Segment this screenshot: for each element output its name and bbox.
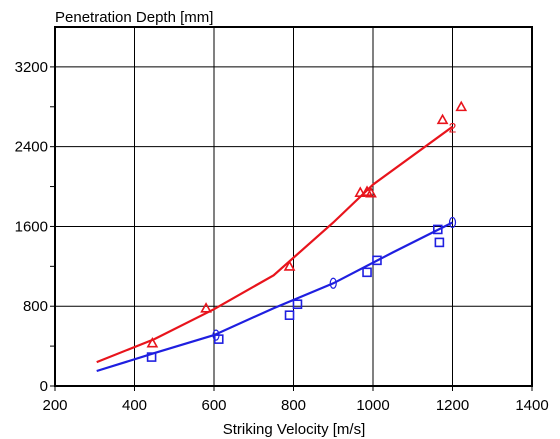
fit-line xyxy=(96,125,454,364)
x-axis-label: Striking Velocity [m/s] xyxy=(223,421,366,438)
fit-line xyxy=(96,221,453,373)
curve-marker xyxy=(448,216,457,229)
grid xyxy=(55,27,532,386)
data-point-square xyxy=(432,224,443,235)
data-point-triangle xyxy=(146,336,159,348)
data-point-triangle xyxy=(354,186,367,197)
x-tick-label: 200 xyxy=(42,397,67,414)
chart-title: Penetration Depth [mm] xyxy=(55,9,213,26)
series-1 xyxy=(96,216,457,373)
y-tick-label: 1600 xyxy=(15,218,48,235)
data-point-square xyxy=(284,310,295,320)
y-tick-label: 3200 xyxy=(15,59,48,76)
y-tick-label: 800 xyxy=(23,298,48,315)
data-point-triangle xyxy=(365,186,377,198)
data-point-square xyxy=(292,299,303,310)
axes: 200 400 600 800 1000 1200 1400 0 800 1600 2400 3200 xyxy=(15,26,549,414)
data-point-square xyxy=(372,255,382,266)
x-tick-label: 1200 xyxy=(436,397,469,414)
series-layer: 2 xyxy=(96,100,468,373)
y-tick-label: 0 xyxy=(40,378,48,395)
series-0: 2 xyxy=(96,100,468,364)
data-point-square xyxy=(434,237,445,248)
data-point-triangle xyxy=(200,302,212,313)
x-tick-label: 1400 xyxy=(515,397,548,414)
data-point-triangle xyxy=(436,113,449,125)
data-point-triangle xyxy=(455,100,468,112)
data-point-triangle xyxy=(283,260,296,271)
data-point-square xyxy=(146,352,157,362)
curve-marker xyxy=(212,329,220,341)
y-tick-label: 2400 xyxy=(15,139,48,156)
data-point-square xyxy=(362,267,372,278)
curve-label: 2 xyxy=(449,120,457,136)
curve-marker xyxy=(329,277,337,289)
x-tick-label: 800 xyxy=(281,397,306,414)
x-tick-label: 400 xyxy=(122,397,147,414)
x-tick-label: 1000 xyxy=(356,397,389,414)
x-tick-label: 600 xyxy=(201,397,226,414)
